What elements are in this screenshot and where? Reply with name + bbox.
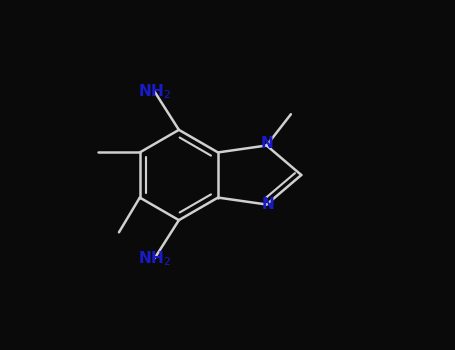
Text: N: N <box>260 136 273 151</box>
Text: NH$_2$: NH$_2$ <box>138 249 171 268</box>
Text: NH$_2$: NH$_2$ <box>138 82 171 101</box>
Text: N: N <box>262 197 275 212</box>
